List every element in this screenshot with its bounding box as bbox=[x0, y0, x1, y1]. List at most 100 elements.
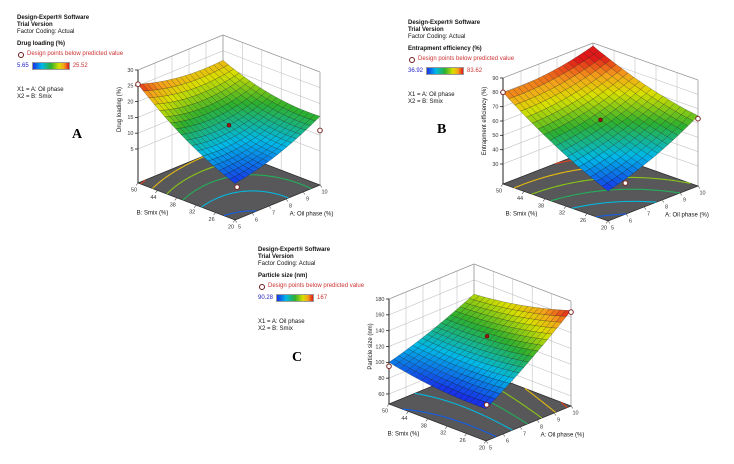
svg-text:7: 7 bbox=[647, 212, 650, 218]
svg-text:6: 6 bbox=[506, 439, 509, 445]
svg-text:10: 10 bbox=[321, 190, 327, 196]
design-points bbox=[500, 89, 701, 186]
factor-x1: X1 = A: Oil phase bbox=[17, 87, 64, 93]
svg-text:5: 5 bbox=[130, 147, 133, 153]
factor-x2: X2 = B: Smix bbox=[408, 99, 443, 105]
svg-text:50: 50 bbox=[496, 189, 502, 195]
z-axis: 60 80 100 120 140 160 180 bbox=[375, 297, 390, 404]
svg-text:32: 32 bbox=[559, 211, 565, 217]
scale-min-value: 5.65 bbox=[17, 62, 29, 69]
svg-text:32: 32 bbox=[189, 210, 195, 216]
svg-text:38: 38 bbox=[170, 202, 176, 208]
svg-text:80: 80 bbox=[378, 376, 384, 382]
design-point-open bbox=[695, 115, 701, 122]
legend-panel-c: Design-Expert® Software Trial Version Fa… bbox=[258, 247, 418, 333]
x-axis-title: A: Oil phase (%) bbox=[290, 212, 334, 218]
response-title: Particle size (nm) bbox=[258, 273, 308, 279]
design-point-open bbox=[234, 184, 240, 190]
svg-text:44: 44 bbox=[401, 416, 407, 422]
design-point-open bbox=[135, 81, 141, 88]
svg-text:5: 5 bbox=[238, 225, 241, 231]
svg-text:8: 8 bbox=[665, 205, 668, 211]
y-axis-title: B: Smix (%) bbox=[506, 212, 538, 218]
scale-max-value: 25.52 bbox=[72, 62, 88, 69]
svg-text:160: 160 bbox=[375, 313, 384, 319]
trial-version: Trial Version bbox=[17, 22, 53, 28]
surface-mesh bbox=[137, 60, 321, 184]
color-scale: 5.65 25.52 bbox=[17, 62, 177, 70]
design-point-open bbox=[622, 180, 629, 186]
z-axis-title: Drug loading (%) bbox=[117, 87, 123, 132]
svg-text:120: 120 bbox=[375, 344, 384, 350]
scale-max-value: 83.62 bbox=[467, 67, 483, 74]
svg-text:6: 6 bbox=[255, 218, 258, 224]
legend-panel-b: Design-Expert® Software Trial Version Fa… bbox=[408, 20, 568, 106]
design-point-open bbox=[500, 89, 506, 96]
svg-text:38: 38 bbox=[538, 203, 544, 209]
svg-text:32: 32 bbox=[440, 431, 446, 437]
z-axis: 30 40 50 60 70 80 90 bbox=[492, 76, 504, 184]
svg-text:30: 30 bbox=[492, 162, 498, 168]
svg-text:7: 7 bbox=[272, 211, 275, 217]
svg-text:90: 90 bbox=[492, 76, 498, 82]
surface-plot-c: 60801001201401601802026323844505678910A:… bbox=[368, 263, 584, 452]
svg-text:25: 25 bbox=[127, 84, 133, 90]
factor-coding: Factor Coding: Actual bbox=[408, 34, 466, 40]
scale-min-value: 36.92 bbox=[408, 67, 424, 74]
design-points-note: Design points below predicted value bbox=[418, 56, 515, 62]
scale-min-value: 90.28 bbox=[258, 294, 274, 301]
design-point-icon bbox=[409, 56, 415, 63]
svg-text:60: 60 bbox=[492, 119, 498, 125]
factor-coding: Factor Coding: Actual bbox=[17, 29, 75, 35]
svg-text:15: 15 bbox=[127, 115, 133, 121]
svg-text:180: 180 bbox=[375, 297, 384, 303]
svg-text:60: 60 bbox=[378, 392, 384, 398]
trial-version: Trial Version bbox=[408, 27, 444, 33]
panel-label-b: B bbox=[437, 122, 447, 137]
design-point-filled bbox=[226, 123, 232, 128]
svg-text:9: 9 bbox=[306, 197, 309, 203]
response-title: Drug loading (%) bbox=[17, 41, 65, 47]
design-points bbox=[386, 309, 574, 408]
svg-text:44: 44 bbox=[517, 196, 523, 202]
svg-text:26: 26 bbox=[209, 217, 215, 223]
svg-text:80: 80 bbox=[492, 90, 498, 96]
svg-text:8: 8 bbox=[540, 425, 543, 431]
svg-text:30: 30 bbox=[127, 68, 133, 74]
x-axis-title: A: Oil phase (%) bbox=[665, 213, 709, 219]
response-title: Entrapment efficiency (%) bbox=[408, 46, 482, 52]
svg-text:20: 20 bbox=[127, 99, 133, 105]
surface-mesh bbox=[388, 293, 572, 410]
panel-label-c: C bbox=[292, 350, 303, 365]
svg-text:7: 7 bbox=[523, 432, 526, 438]
svg-text:26: 26 bbox=[580, 218, 586, 224]
factor-x2: X2 = B: Smix bbox=[17, 94, 52, 100]
svg-text:5: 5 bbox=[611, 226, 614, 232]
design-point-filled bbox=[484, 333, 490, 339]
x-axis-title: A: Oil phase (%) bbox=[541, 433, 585, 439]
design-point-icon bbox=[259, 283, 265, 290]
software-title: Design-Expert® Software bbox=[17, 15, 90, 21]
color-gradient-bar bbox=[31, 62, 70, 70]
svg-text:100: 100 bbox=[375, 360, 384, 366]
design-point-open bbox=[568, 309, 574, 315]
z-axis: 5 10 15 20 25 30 bbox=[127, 68, 139, 183]
svg-text:140: 140 bbox=[375, 328, 384, 334]
design-points-note: Design points below predicted value bbox=[268, 283, 365, 289]
svg-text:9: 9 bbox=[683, 198, 686, 204]
design-point-open bbox=[386, 363, 392, 370]
svg-text:26: 26 bbox=[460, 438, 466, 444]
svg-text:70: 70 bbox=[492, 104, 498, 110]
svg-text:10: 10 bbox=[699, 191, 705, 197]
svg-text:20: 20 bbox=[479, 446, 485, 452]
svg-text:9: 9 bbox=[557, 418, 560, 424]
factor-x1: X1 = A: Oil phase bbox=[408, 92, 455, 98]
svg-text:20: 20 bbox=[228, 225, 234, 231]
svg-text:8: 8 bbox=[289, 204, 292, 210]
